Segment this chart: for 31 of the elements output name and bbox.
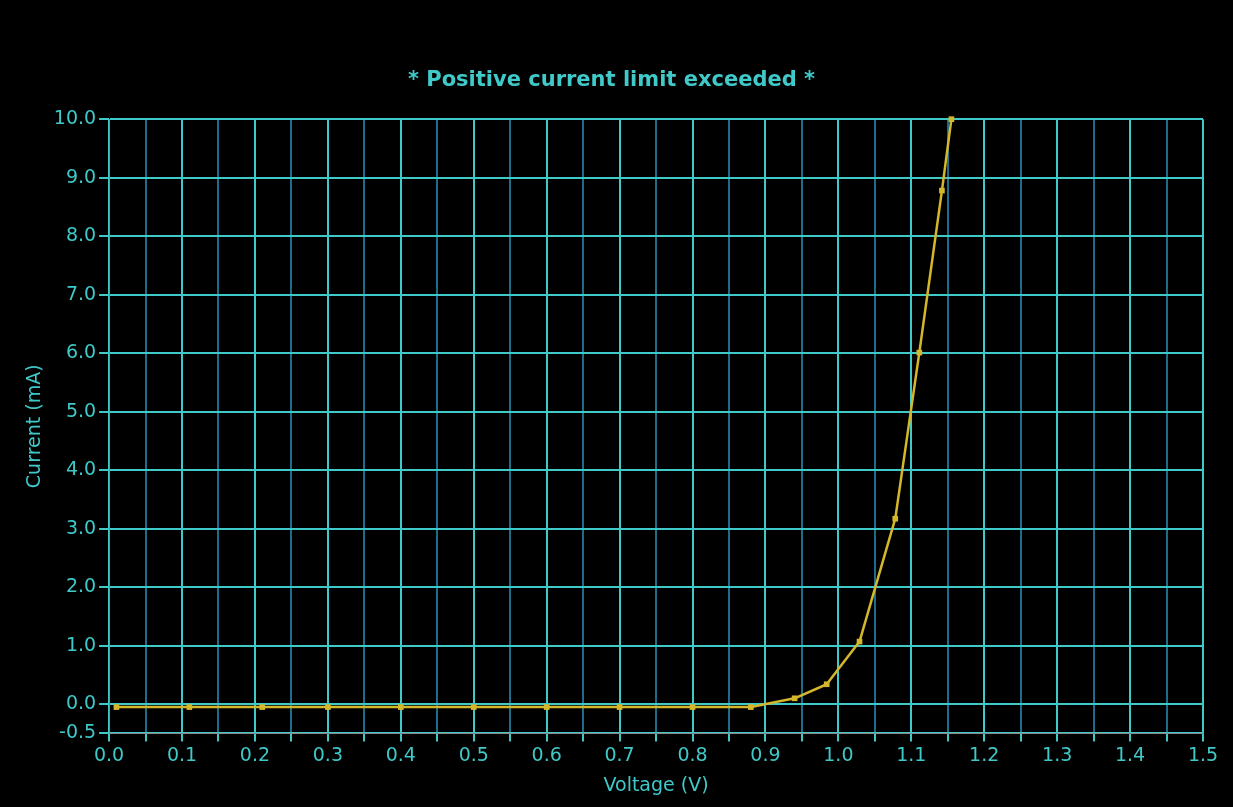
x-axis-title: Voltage (V): [603, 772, 709, 795]
y-tick-label: 7.0: [65, 281, 97, 304]
x-tick-label: 1.2: [969, 742, 1000, 765]
y-tick-label: -0.5: [59, 720, 97, 743]
y-tick-label: 0.0: [65, 691, 97, 714]
x-tick-label: 1.5: [1187, 742, 1219, 765]
x-tick-label: 0.8: [677, 742, 708, 765]
y-tick-label: 6.0: [65, 340, 97, 363]
x-tick-label: 0.2: [239, 742, 271, 765]
chart-title: * Positive current limit exceeded *: [407, 67, 816, 92]
x-tick-label: 1.4: [1114, 742, 1146, 765]
y-tick-label: 4.0: [65, 457, 97, 480]
y-tick-label: 5.0: [65, 398, 97, 421]
x-tick-label: 0.7: [604, 742, 635, 765]
x-tick-label: 1.0: [823, 742, 854, 765]
y-tick-label: 1.0: [65, 632, 97, 655]
y-axis-title: Current (mA): [22, 364, 45, 489]
x-tick-label: 0.6: [531, 742, 562, 765]
y-tick-label: 8.0: [65, 223, 97, 246]
y-tick-label: 3.0: [65, 515, 97, 538]
y-tick-label: 2.0: [65, 574, 97, 597]
x-tick-label: 0.1: [166, 742, 198, 765]
x-tick-label: 0.0: [94, 742, 125, 765]
x-tick-label: 1.3: [1042, 742, 1073, 765]
x-tick-label: 0.5: [458, 742, 489, 765]
y-tick-label: 10.0: [53, 106, 97, 129]
x-tick-label: 1.1: [896, 742, 927, 765]
x-tick-label: 0.9: [750, 742, 781, 765]
x-tick-label: 0.3: [312, 742, 343, 765]
y-tick-label: 9.0: [65, 164, 97, 187]
x-tick-label: 0.4: [385, 742, 416, 765]
